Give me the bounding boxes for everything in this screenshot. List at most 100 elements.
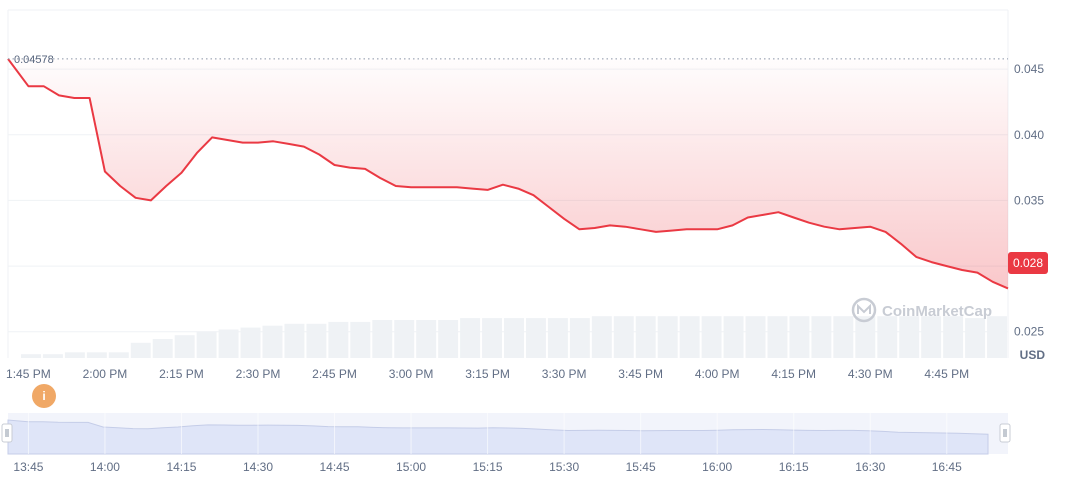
volume-bar — [657, 316, 678, 358]
x-tick-label: 4:45 PM — [924, 367, 969, 381]
price-line-group — [7, 58, 1009, 290]
volume-bar — [372, 320, 393, 358]
volume-bar — [460, 318, 481, 358]
navigator-tick-label: 16:30 — [855, 460, 885, 474]
navigator-tick-label: 14:30 — [243, 460, 273, 474]
volume-bar — [504, 318, 524, 358]
range-navigator[interactable]: 13:45 14:00 14:15 14:30 14:45 15:00 15:15 15:30… — [1, 413, 1011, 474]
volume-bar — [328, 321, 349, 358]
volume-bar — [152, 339, 173, 358]
navigator-ticks: 13:45 14:00 14:15 14:30 14:45 15:00 15:15 15:30… — [13, 460, 962, 474]
volume-bar — [240, 327, 261, 358]
x-tick-label: 3:30 PM — [542, 367, 587, 381]
volume-bar — [174, 335, 195, 358]
price-line[interactable] — [7, 58, 1009, 290]
navigator-tick-label: 15:30 — [549, 460, 579, 474]
start-price-marker: 0.04578 — [8, 54, 1008, 66]
volume-bar — [965, 318, 986, 358]
navigator-tick-label: 13:45 — [13, 460, 43, 474]
volume-bar — [482, 318, 503, 358]
info-marker[interactable]: i — [32, 384, 56, 408]
volume-bar — [987, 316, 1007, 358]
x-tick-label: 4:00 PM — [695, 367, 740, 381]
currency-label: USD — [1020, 348, 1046, 362]
volume-bar — [701, 316, 722, 358]
volume-bar — [877, 316, 898, 358]
volume-bar — [86, 352, 107, 358]
x-tick-label: 1:45 PM — [6, 367, 51, 381]
navigator-tick-label: 15:45 — [626, 460, 656, 474]
navigator-tick-label: 15:00 — [396, 460, 426, 474]
x-tick-label: 3:45 PM — [618, 367, 663, 381]
x-tick-label: 2:00 PM — [83, 367, 128, 381]
x-axis-ticks: 1:45 PM 2:00 PM 2:15 PM 2:30 PM 2:45 PM 3:00 … — [6, 367, 969, 381]
volume-bar — [745, 316, 766, 358]
price-area-fill — [8, 58, 1008, 289]
navigator-tick-label: 14:00 — [90, 460, 120, 474]
volume-bar — [833, 316, 854, 358]
navigator-left-handle[interactable] — [1, 423, 13, 443]
volume-bar — [635, 316, 656, 358]
y-tick-label: 0.035 — [1014, 193, 1044, 207]
navigator-tick-label: 16:45 — [932, 460, 962, 474]
volume-bar — [130, 342, 151, 358]
volume-bar — [767, 316, 788, 358]
volume-bar — [547, 318, 568, 358]
x-tick-label: 2:15 PM — [159, 367, 204, 381]
volume-bar — [284, 323, 305, 358]
navigator-grid — [27, 413, 948, 454]
volume-bar — [438, 320, 459, 358]
x-tick-label: 2:45 PM — [312, 367, 357, 381]
volume-bar — [811, 316, 832, 358]
volume-bar — [613, 316, 634, 358]
y-tick-label: 0.040 — [1014, 128, 1044, 142]
volume-bar — [218, 329, 239, 358]
current-price-badge: 0.028 — [1008, 252, 1048, 274]
y-tick-label: 0.045 — [1014, 62, 1044, 76]
y-tick-label: 0.025 — [1014, 325, 1044, 339]
volume-bar — [21, 354, 41, 358]
navigator-tick-label: 15:15 — [473, 460, 503, 474]
volume-bar — [855, 316, 876, 358]
volume-bar — [943, 316, 964, 358]
volume-bar — [350, 321, 371, 358]
navigator-right-handle[interactable] — [999, 423, 1011, 443]
volume-bar — [525, 318, 546, 358]
volume-bar — [569, 318, 590, 358]
volume-bar — [196, 331, 217, 358]
svg-text:i: i — [42, 389, 45, 403]
volume-bar — [679, 316, 700, 358]
navigator-tick-label: 14:45 — [320, 460, 350, 474]
volume-bar — [723, 316, 744, 358]
volume-bar — [789, 316, 810, 358]
volume-bar — [921, 316, 942, 358]
volume-bar — [591, 316, 612, 358]
info-icon[interactable] — [32, 384, 56, 408]
coinmarketcap-watermark: CoinMarketCap — [851, 297, 992, 323]
navigator-area — [7, 419, 989, 455]
price-area — [8, 58, 1008, 289]
volume-bars — [21, 316, 1007, 358]
navigator-tick-label: 14:15 — [166, 460, 196, 474]
volume-bar — [64, 352, 85, 358]
volume-bar — [416, 320, 437, 358]
x-tick-label: 4:15 PM — [771, 367, 816, 381]
current-price-label: 0.028 — [1013, 256, 1043, 270]
start-price-label: 0.04578 — [14, 54, 54, 66]
volume-bar — [108, 352, 129, 358]
volume-bar — [42, 354, 63, 358]
x-tick-label: 3:15 PM — [465, 367, 510, 381]
navigator-tick-label: 16:15 — [779, 460, 809, 474]
x-tick-label: 4:30 PM — [848, 367, 893, 381]
navigator-tick-label: 16:00 — [702, 460, 732, 474]
volume-bar — [899, 316, 920, 358]
coinmarketcap-logo-icon — [851, 297, 877, 323]
watermark-text: CoinMarketCap — [882, 303, 992, 320]
volume-bar — [394, 320, 415, 358]
volume-bar — [306, 323, 327, 358]
volume-bar — [262, 325, 283, 358]
x-tick-label: 3:00 PM — [389, 367, 434, 381]
x-tick-label: 2:30 PM — [236, 367, 281, 381]
